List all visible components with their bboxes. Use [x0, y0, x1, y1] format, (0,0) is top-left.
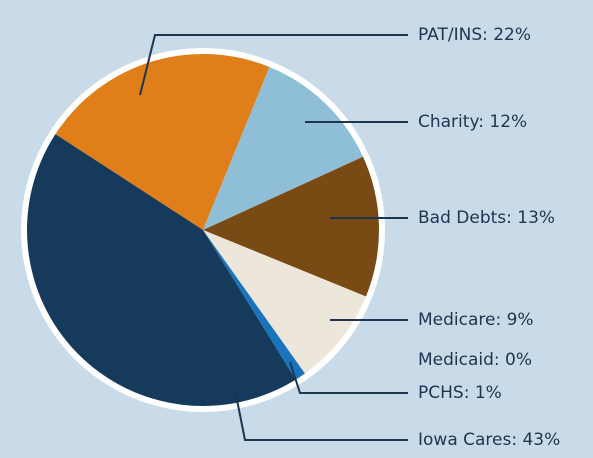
leader-line	[139, 34, 408, 96]
pie-slice	[55, 54, 270, 231]
slice-label: PAT/INS: 22%	[418, 25, 531, 45]
leader-lines	[139, 34, 408, 441]
slice-label: Medicaid: 0%	[418, 350, 532, 370]
pie-slice	[27, 134, 296, 407]
slice-label: Charity: 12%	[418, 112, 527, 132]
slices	[27, 54, 379, 407]
pie-slice	[203, 67, 364, 230]
leader-line	[234, 389, 408, 441]
slice-label: Iowa Cares: 43%	[418, 430, 560, 450]
slice-label: Medicare: 9%	[418, 310, 534, 330]
slice-label: PCHS: 1%	[418, 383, 502, 403]
pie-slice	[203, 230, 305, 380]
pie-slice	[203, 156, 379, 297]
labels: PAT/INS: 22% Charity: 12% Bad Debts: 13% Me…	[418, 25, 560, 450]
pie-slice	[203, 230, 366, 374]
slice-label: Bad Debts: 13%	[418, 208, 555, 228]
leader-line	[289, 361, 408, 394]
